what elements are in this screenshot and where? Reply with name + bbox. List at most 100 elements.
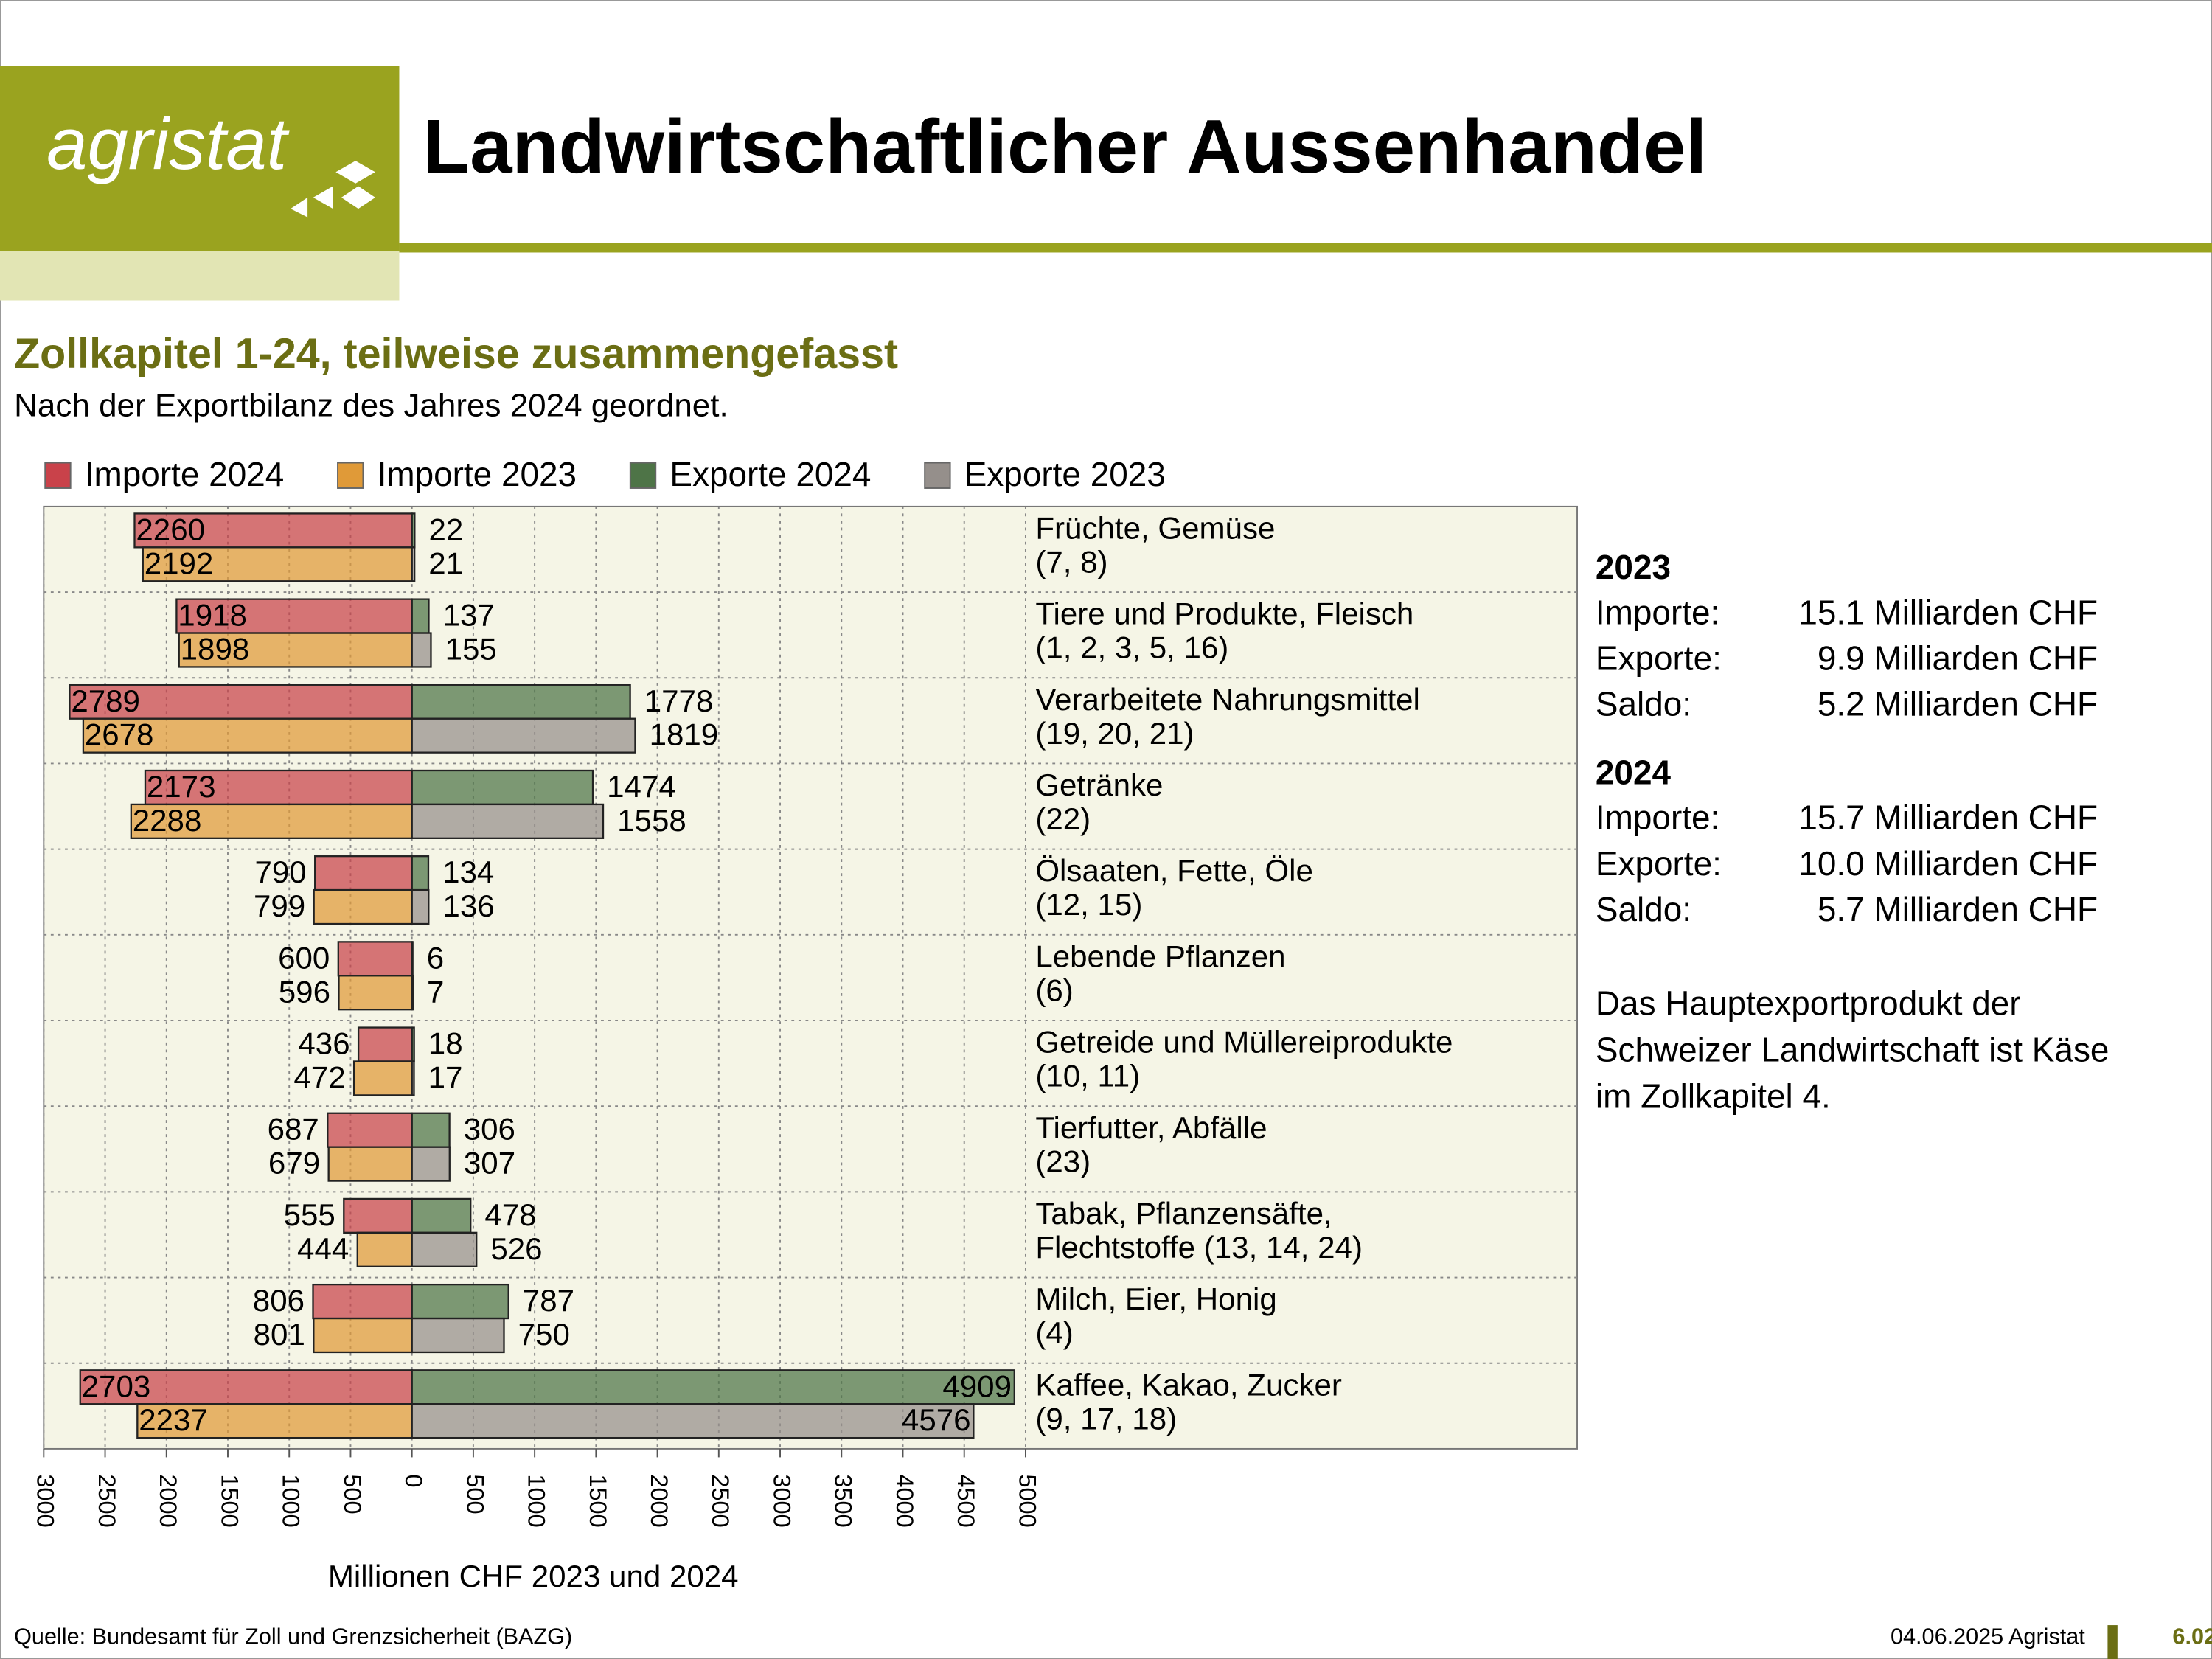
value-label: 1558: [617, 803, 686, 838]
value-label: 750: [518, 1317, 570, 1352]
x-tick-label: 4500: [953, 1474, 979, 1527]
note-line: im Zollkapitel 4.: [1596, 1077, 1831, 1116]
bar: [338, 975, 413, 1011]
note-line: Das Hauptexportprodukt der: [1596, 984, 2021, 1022]
x-tick-label: 500: [462, 1474, 488, 1514]
value-label: 2678: [85, 717, 154, 752]
value-label: 526: [490, 1231, 542, 1266]
x-tick-label: 1500: [585, 1474, 611, 1527]
value-label: 4576: [902, 1402, 971, 1437]
legend-swatch: [629, 462, 657, 489]
bar: [411, 1403, 975, 1439]
bar: [79, 1369, 413, 1405]
note-line: Schweizer Landwirtschaft ist Käse: [1596, 1030, 2110, 1068]
header-rule: [399, 243, 2212, 253]
category-label: Getreide und Müllereiprodukte: [1035, 1025, 1453, 1060]
bar: [411, 1369, 1015, 1405]
value-label: 17: [428, 1060, 463, 1094]
x-tick-label: 2500: [94, 1474, 120, 1527]
x-tick-label: 1000: [524, 1474, 550, 1527]
value-label: 22: [428, 512, 463, 546]
value-label: 7: [427, 974, 444, 1009]
category-label: Flechtstoffe (13, 14, 24): [1035, 1230, 1363, 1265]
bar: [411, 975, 414, 1011]
value-label: 6: [427, 940, 444, 975]
logo-band: [0, 251, 400, 301]
value-label: 2260: [136, 512, 205, 546]
bar: [352, 1060, 413, 1096]
category-label: Verarbeitete Nahrungsmittel: [1035, 682, 1420, 717]
category-label: (9, 17, 18): [1035, 1401, 1177, 1436]
summary-value: 15.1 Milliarden CHF: [1798, 593, 2098, 631]
category-label: Milch, Eier, Honig: [1035, 1281, 1276, 1316]
value-label: 790: [254, 855, 306, 889]
legend-label: Exporte 2023: [964, 455, 1166, 493]
value-label: 2789: [71, 684, 140, 718]
category-label: Kaffee, Kakao, Zucker: [1035, 1367, 1342, 1402]
bar: [82, 717, 413, 754]
value-label: 155: [445, 632, 497, 667]
bar: [411, 512, 416, 549]
bar: [411, 598, 430, 634]
bar: [411, 1146, 451, 1182]
x-tick-label: 5000: [1014, 1474, 1040, 1527]
bar: [327, 1112, 413, 1148]
value-label: 555: [284, 1197, 335, 1232]
bar: [411, 803, 605, 839]
value-label: 18: [428, 1026, 463, 1061]
x-tick-label: 1000: [278, 1474, 305, 1527]
logo-box: [0, 66, 400, 251]
bar: [411, 717, 636, 754]
category-label: Getränke: [1035, 768, 1163, 802]
category-label: Tiere und Produkte, Fleisch: [1035, 597, 1413, 631]
value-label: 2288: [133, 803, 202, 838]
value-label: 806: [253, 1283, 305, 1318]
category-label: Tabak, Pflanzensäfte,: [1035, 1196, 1332, 1231]
bar: [411, 1060, 415, 1096]
value-label: 306: [464, 1112, 515, 1147]
x-tick-label: 4000: [891, 1474, 918, 1527]
value-label: 436: [298, 1026, 349, 1061]
bar: [314, 855, 413, 891]
summary-value: 5.2 Milliarden CHF: [1818, 685, 2098, 723]
value-label: 2173: [147, 769, 216, 804]
bar: [411, 769, 594, 806]
value-label: 134: [442, 855, 494, 889]
bar: [411, 546, 416, 582]
value-label: 801: [254, 1317, 305, 1352]
footer-source: Quelle: Bundesamt für Zoll und Grenzsich…: [14, 1624, 572, 1649]
value-label: 1778: [644, 684, 714, 718]
bar: [411, 1283, 509, 1320]
x-axis-title: Millionen CHF 2023 und 2024: [328, 1559, 739, 1593]
category-label: (23): [1035, 1144, 1091, 1179]
legend-label: Exporte 2024: [669, 455, 871, 493]
legend-label: Importe 2023: [378, 455, 577, 493]
bar: [411, 941, 414, 977]
value-label: 787: [523, 1283, 574, 1318]
bar: [411, 1231, 478, 1267]
chart-subtitle: Nach der Exportbilanz des Jahres 2024 ge…: [14, 388, 728, 424]
footer-rule: [2107, 1625, 2118, 1659]
summary-label: Saldo:: [1596, 685, 1691, 723]
page-title: Landwirtschaftlicher Aussenhandel: [423, 103, 1707, 189]
category-label: (19, 20, 21): [1035, 716, 1194, 751]
x-tick-label: 3500: [830, 1474, 857, 1527]
bar: [357, 1026, 413, 1062]
legend-swatch: [44, 462, 72, 489]
bar: [411, 1197, 472, 1234]
category-label: Früchte, Gemüse: [1035, 511, 1275, 546]
value-label: 679: [268, 1146, 320, 1180]
bar: [313, 888, 413, 925]
bar: [178, 632, 413, 668]
summary-value: 15.7 Milliarden CHF: [1798, 799, 2098, 837]
category-label: (22): [1035, 801, 1091, 836]
category-label: Tierfutter, Abfälle: [1035, 1110, 1267, 1145]
value-label: 1819: [650, 717, 719, 752]
bar: [411, 1112, 451, 1148]
x-tick-label: 0: [400, 1474, 427, 1487]
value-label: 2237: [139, 1402, 208, 1437]
summary-label: Importe:: [1596, 593, 1719, 631]
bar: [337, 941, 413, 977]
value-label: 1898: [181, 632, 250, 667]
value-label: 444: [297, 1231, 349, 1266]
